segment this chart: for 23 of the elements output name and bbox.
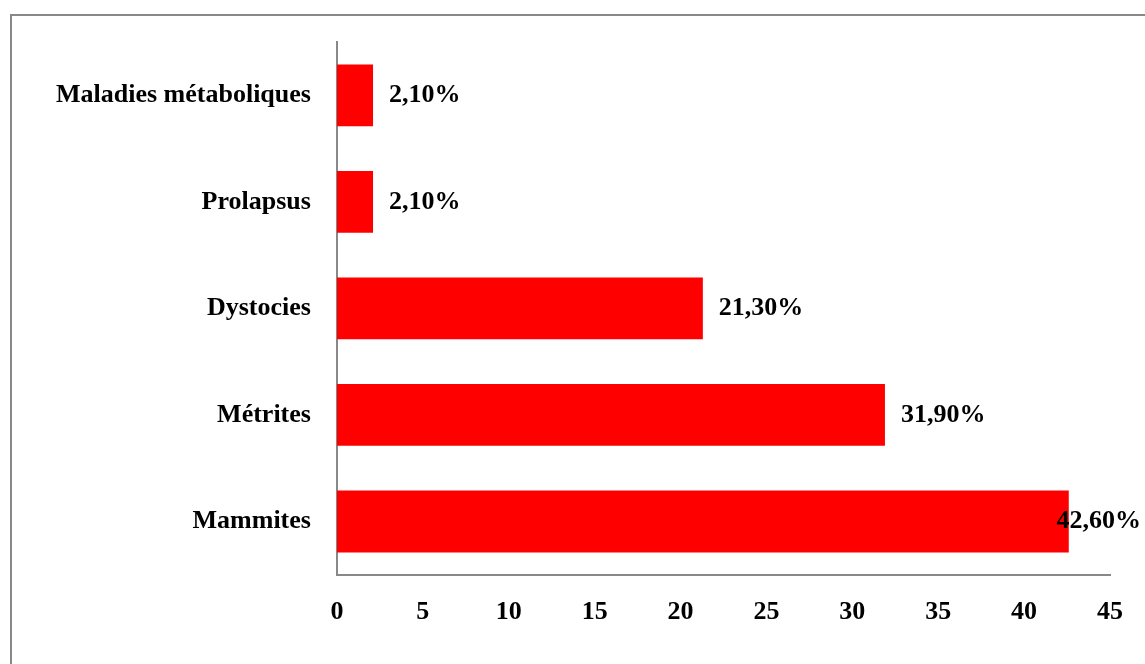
data-label: 2,10% xyxy=(389,79,461,108)
y-tick-label: Prolapsus xyxy=(201,185,311,215)
bar xyxy=(336,170,374,233)
x-tick-label: 0 xyxy=(330,596,344,626)
x-tick-label: 45 xyxy=(1097,596,1123,626)
x-tick-label: 20 xyxy=(667,596,694,626)
x-tick-label: 40 xyxy=(1011,596,1038,626)
y-tick-label: Maladies métaboliques xyxy=(55,79,311,108)
y-tick-label: Mammites xyxy=(192,505,311,535)
y-tick-label: Métrites xyxy=(217,398,311,428)
bar xyxy=(336,384,885,446)
data-label: 31,90% xyxy=(900,398,986,428)
x-tick-label: 25 xyxy=(753,596,780,626)
x-tick-label: 15 xyxy=(581,596,608,626)
x-tick-label: 5 xyxy=(416,596,430,626)
bar xyxy=(336,64,374,127)
y-tick-label: Dystocies xyxy=(206,292,311,322)
bar xyxy=(336,277,703,340)
data-label: 2,10% xyxy=(389,185,461,215)
x-tick-label: 35 xyxy=(925,596,952,626)
x-tick-label: 10 xyxy=(495,596,522,626)
x-tick-label: 30 xyxy=(839,596,866,626)
data-label: 21,30% xyxy=(718,292,804,322)
